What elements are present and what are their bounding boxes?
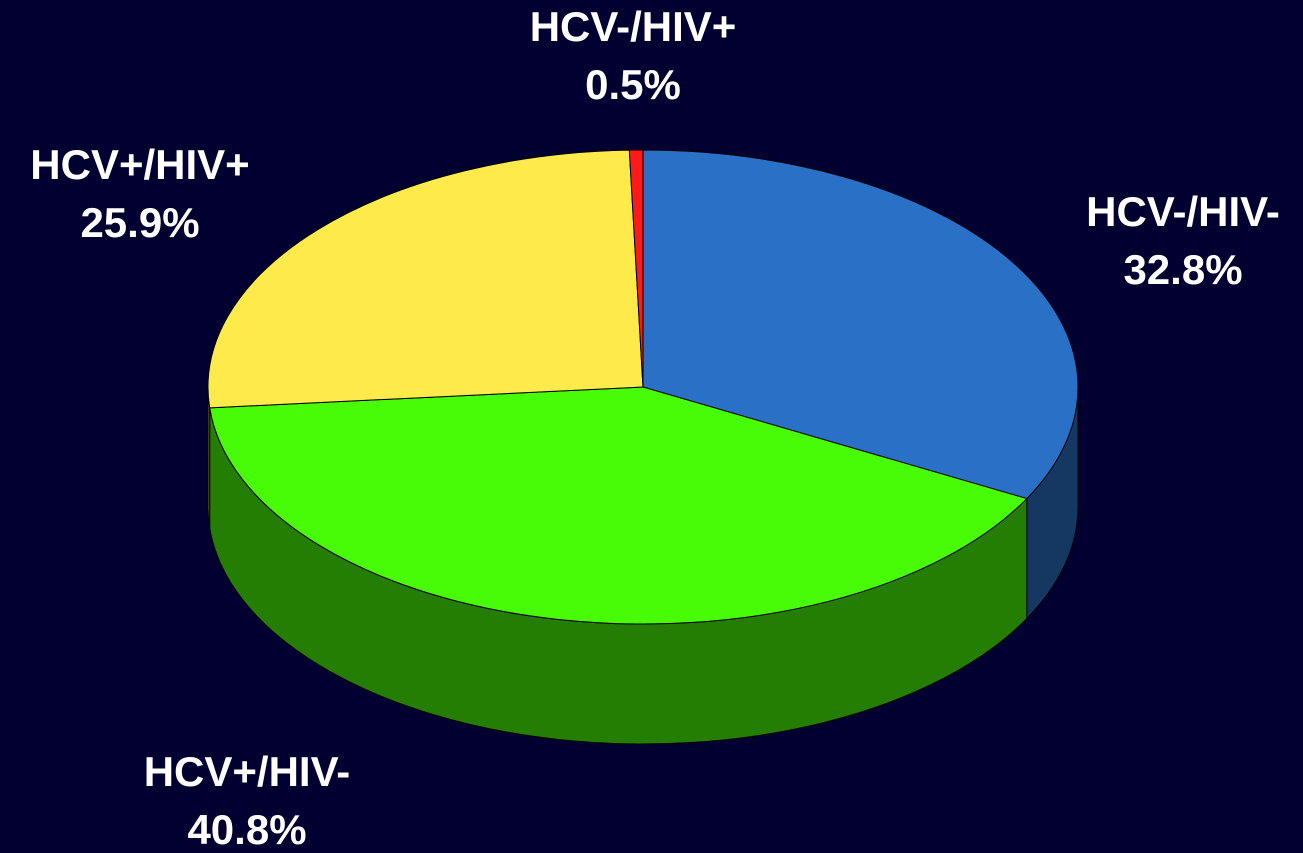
slice-value-label: 40.8% <box>187 806 306 853</box>
slice-value-label: 25.9% <box>80 199 199 246</box>
pie-slice <box>628 149 644 388</box>
slice-label: HCV-/HIV+ <box>530 3 737 50</box>
slice-value-label: 0.5% <box>585 61 681 108</box>
pie-slice <box>642 149 1079 500</box>
slice-label: HCV-/HIV- <box>1086 188 1280 235</box>
slice-label: HCV+/HIV+ <box>30 141 249 188</box>
slice-value-label: 32.8% <box>1123 246 1242 293</box>
pie-slice <box>207 149 644 409</box>
slice-label: HCV+/HIV- <box>144 748 351 795</box>
pie-slice <box>209 386 1028 625</box>
